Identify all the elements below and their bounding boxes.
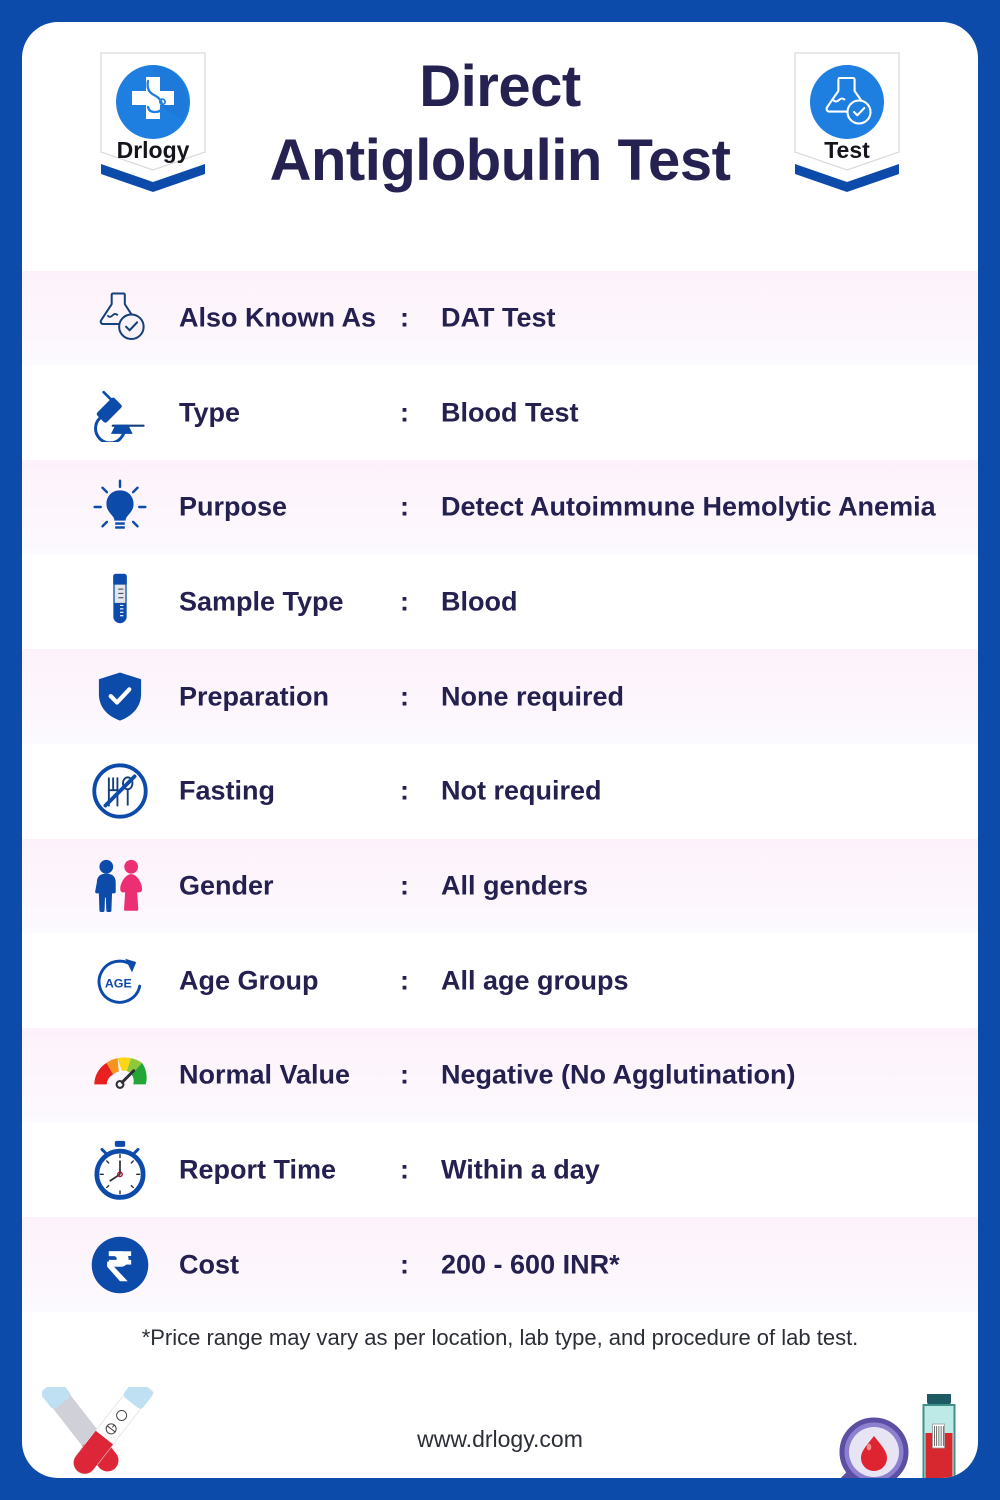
- svg-text:AGE: AGE: [105, 976, 132, 990]
